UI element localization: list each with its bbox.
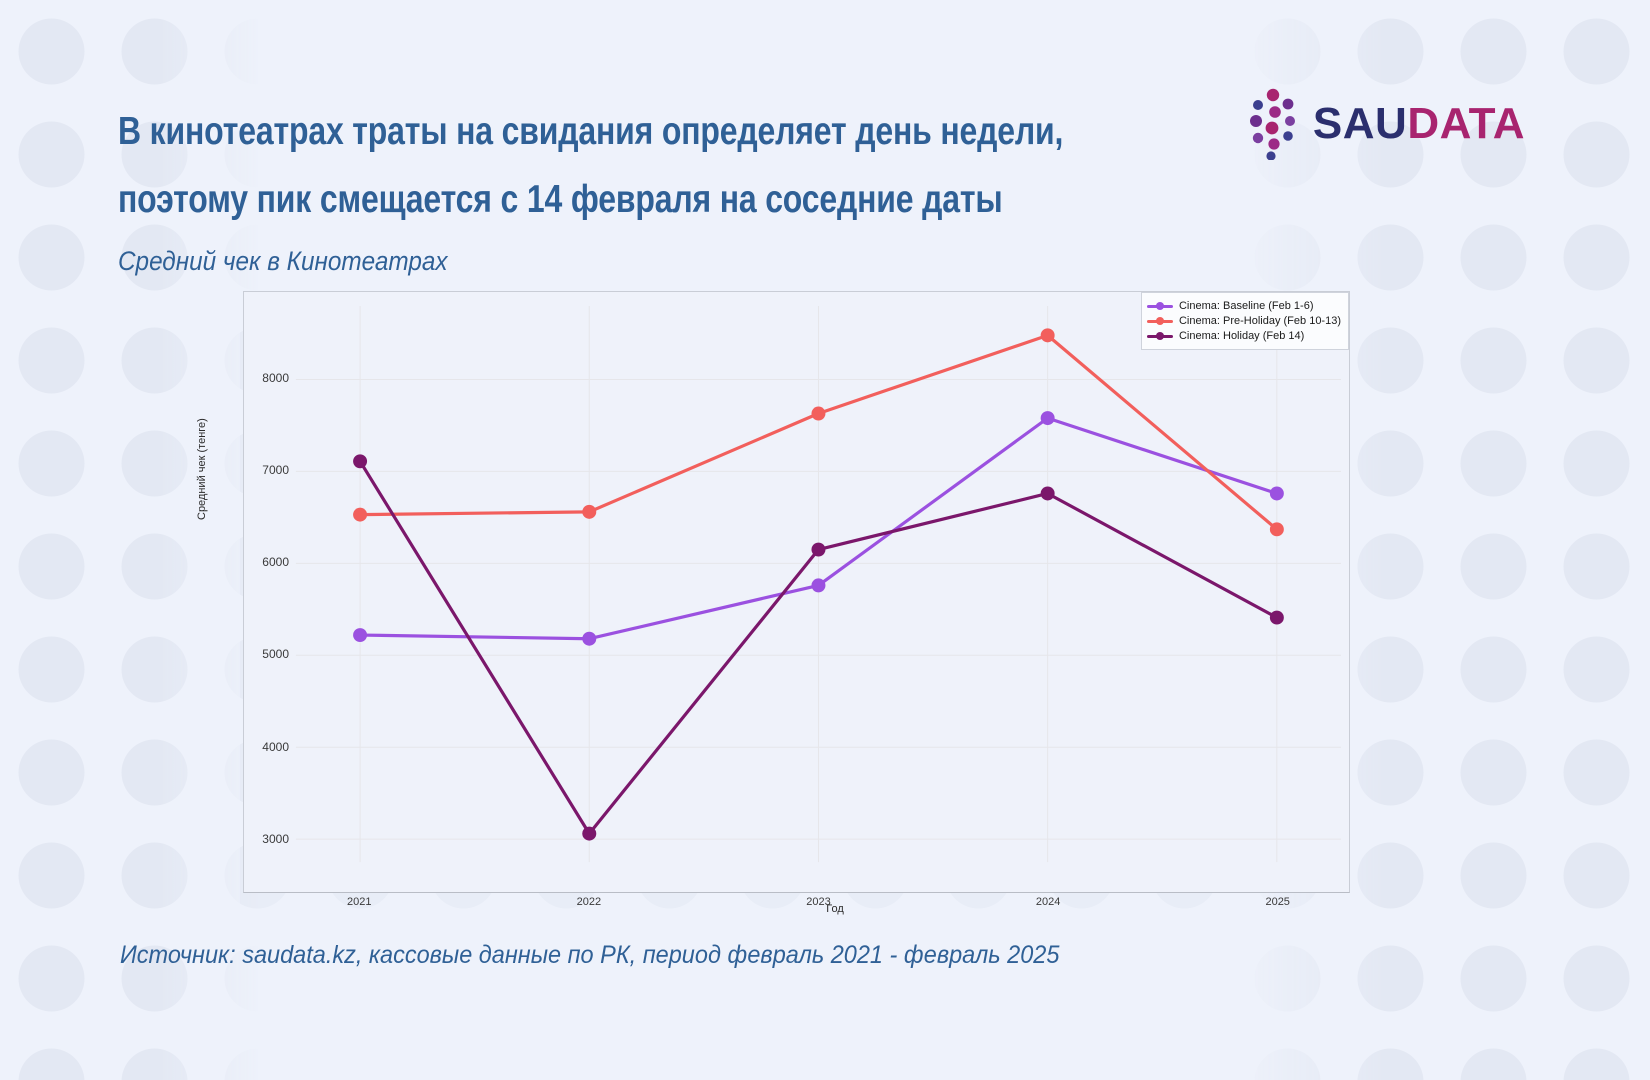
legend-color-swatch-icon (1146, 330, 1173, 342)
page-title-line-1: В кинотеатрах траты на свидания определя… (118, 110, 1064, 153)
x-axis-title: Год (826, 903, 844, 915)
y-axis-tick-label: 5000 (262, 647, 289, 662)
x-axis-tick-label: 2025 (1265, 896, 1290, 908)
x-axis-tick-label: 2024 (1035, 896, 1061, 908)
legend-color-swatch-icon (1146, 300, 1173, 312)
y-axis-tick-label: 8000 (262, 370, 289, 385)
brand-wordmark-sau: SAU (1312, 99, 1408, 148)
legend-item-label: Cinema: Pre-Holiday (Feb 10-13) (1178, 315, 1341, 327)
y-axis-tick-label: 6000 (262, 555, 289, 570)
brand-wordmark: SAUDATA (1313, 99, 1525, 149)
legend-item-label: Cinema: Baseline (Feb 1-6) (1178, 300, 1314, 312)
x-axis-tick-label: 2022 (576, 896, 602, 908)
page-header: В кинотеатрах траты на свидания определя… (118, 98, 1358, 277)
x-axis-tick-label: 2021 (347, 896, 372, 908)
y-axis-tick-label: 4000 (262, 739, 289, 754)
legend-item[interactable]: Cinema: Pre-Holiday (Feb 10-13) (1146, 314, 1341, 328)
page-title-line-2: поэтому пик смещается с 14 февраля на со… (118, 178, 1003, 221)
source-note: Источник: saudata.kz, кассовые данные по… (120, 941, 1060, 969)
page-subtitle: Средний чек в Кинотеатрах (118, 246, 448, 276)
legend-item-label: Cinema: Holiday (Feb 14) (1178, 330, 1305, 342)
y-axis-tick-label: 3000 (262, 831, 289, 846)
brand-logo: SAUDATA (1241, 88, 1525, 160)
legend-color-swatch-icon (1146, 315, 1173, 327)
line-chart: Cinema: Baseline (Feb 1-6) Cinema: Pre-Ho… (243, 291, 1350, 893)
y-axis-title: Средний чек (тенге) (196, 418, 208, 520)
legend-item[interactable]: Cinema: Holiday (Feb 14) (1146, 329, 1341, 343)
brand-wordmark-data: DATA (1407, 99, 1525, 148)
chart-plot-area (295, 305, 1342, 863)
legend-item[interactable]: Cinema: Baseline (Feb 1-6) (1146, 299, 1341, 313)
saudata-dots-logo-icon (1249, 88, 1295, 160)
chart-legend[interactable]: Cinema: Baseline (Feb 1-6) Cinema: Pre-Ho… (1140, 292, 1349, 350)
y-axis-tick-label: 7000 (262, 463, 289, 478)
